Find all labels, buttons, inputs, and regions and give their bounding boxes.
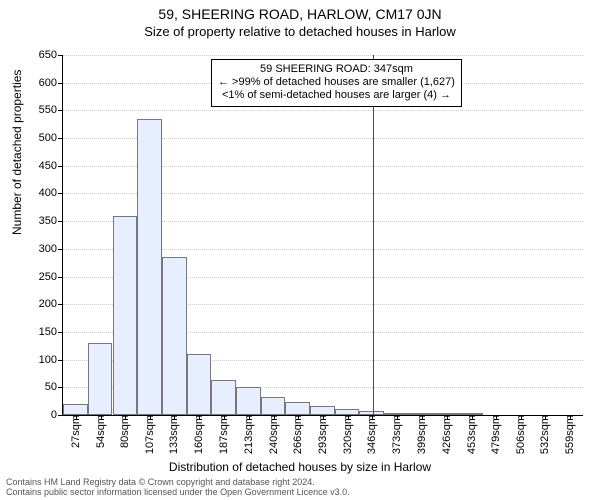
x-tick-label: 240sqm (268, 415, 280, 454)
histogram-bar (88, 343, 113, 415)
x-tick-label: 213sqm (243, 415, 255, 454)
y-axis-label: Number of detached properties (10, 70, 24, 235)
y-tick-label: 0 (51, 409, 63, 421)
histogram-bar (310, 406, 335, 415)
x-tick-label: 320sqm (342, 415, 354, 454)
marker-line (373, 55, 374, 415)
x-tick-label: 187sqm (218, 415, 230, 454)
y-tick-label: 450 (39, 160, 63, 172)
y-tick-label: 300 (39, 243, 63, 255)
y-tick-label: 350 (39, 215, 63, 227)
gridline (63, 55, 583, 56)
histogram-bar (63, 404, 88, 415)
y-tick-label: 500 (39, 132, 63, 144)
chart-subtitle: Size of property relative to detached ho… (0, 22, 600, 39)
histogram-bar (137, 119, 162, 415)
gridline (63, 110, 583, 111)
x-tick-label: 293sqm (317, 415, 329, 454)
y-tick-label: 250 (39, 271, 63, 283)
histogram-bar (261, 397, 286, 415)
marker-info-box: 59 SHEERING ROAD: 347sqm← >99% of detach… (211, 59, 462, 107)
x-tick-label: 80sqm (119, 415, 131, 448)
y-tick-label: 100 (39, 354, 63, 366)
page-title: 59, SHEERING ROAD, HARLOW, CM17 0JN (0, 0, 600, 22)
y-tick-label: 600 (39, 77, 63, 89)
info-line-3: <1% of semi-detached houses are larger (… (218, 89, 455, 102)
x-axis-label: Distribution of detached houses by size … (0, 460, 600, 474)
x-tick-label: 133sqm (168, 415, 180, 454)
y-tick-label: 150 (39, 326, 63, 338)
histogram-bar (236, 387, 261, 415)
y-tick-label: 400 (39, 187, 63, 199)
x-tick-label: 266sqm (292, 415, 304, 454)
y-tick-label: 50 (45, 381, 63, 393)
x-tick-label: 453sqm (466, 415, 478, 454)
x-tick-label: 559sqm (564, 415, 576, 454)
histogram-bar (211, 380, 236, 415)
histogram-bar (113, 216, 138, 415)
y-tick-label: 200 (39, 298, 63, 310)
info-line-1: 59 SHEERING ROAD: 347sqm (218, 63, 455, 76)
footer-attribution: Contains HM Land Registry data © Crown c… (6, 478, 350, 498)
x-tick-label: 107sqm (144, 415, 156, 454)
x-tick-label: 346sqm (366, 415, 378, 454)
footer-line-2: Contains public sector information licen… (6, 488, 350, 498)
histogram-bar (285, 402, 310, 415)
x-tick-label: 426sqm (441, 415, 453, 454)
x-tick-label: 160sqm (193, 415, 205, 454)
plot-area: 0501001502002503003504004505005506006502… (62, 55, 583, 416)
x-tick-label: 399sqm (416, 415, 428, 454)
histogram-bar (162, 257, 187, 415)
x-tick-label: 479sqm (490, 415, 502, 454)
histogram-bar (187, 354, 212, 415)
x-tick-label: 506sqm (515, 415, 527, 454)
x-tick-label: 27sqm (70, 415, 82, 448)
info-line-2: ← >99% of detached houses are smaller (1… (218, 76, 455, 89)
x-tick-label: 54sqm (95, 415, 107, 448)
x-tick-label: 532sqm (539, 415, 551, 454)
y-tick-label: 650 (39, 49, 63, 61)
y-tick-label: 550 (39, 104, 63, 116)
x-tick-label: 373sqm (391, 415, 403, 454)
